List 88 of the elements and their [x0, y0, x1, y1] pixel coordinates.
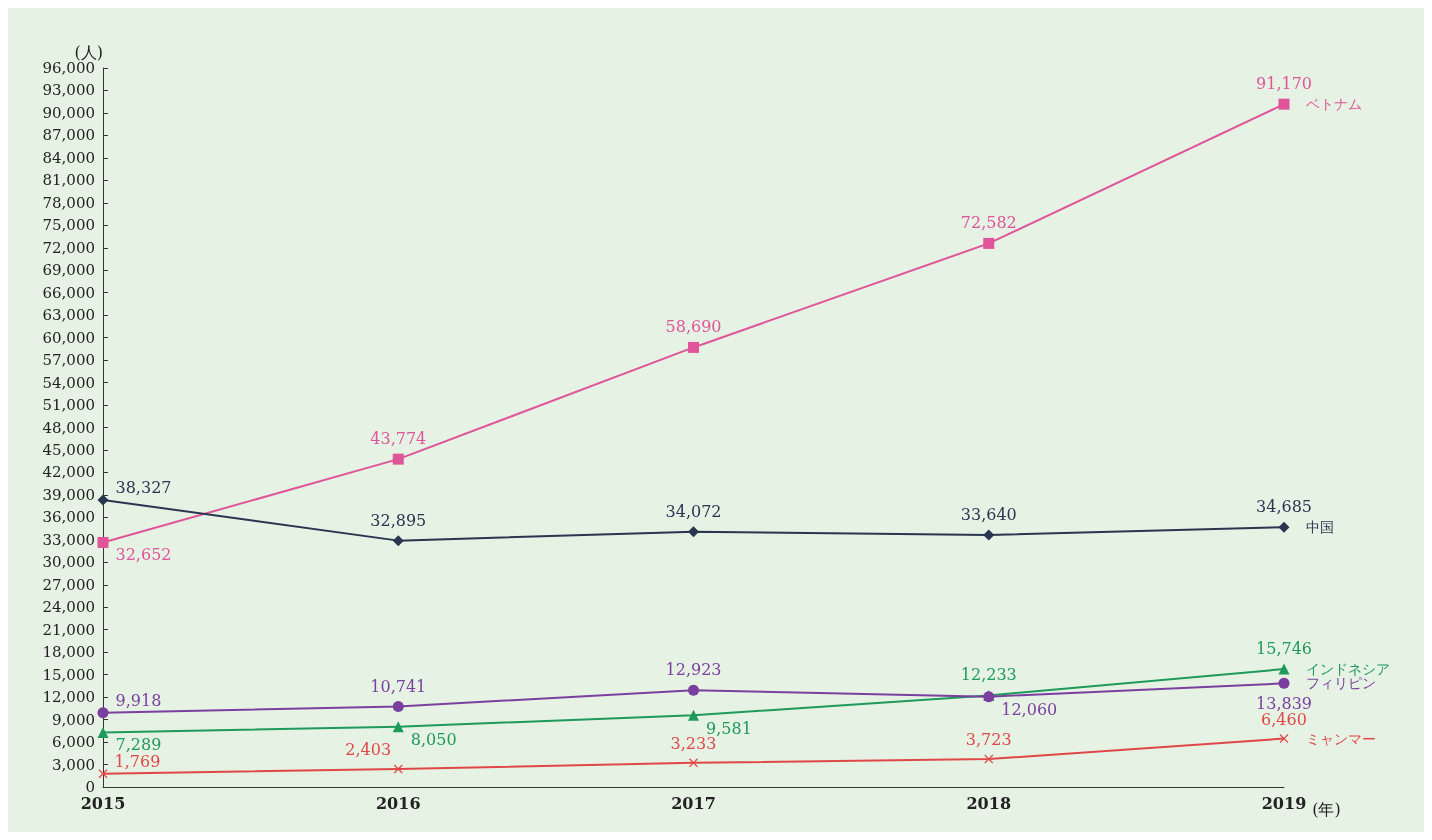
- y-tick-label: 78,000: [42, 193, 95, 212]
- data-label: 32,895: [370, 510, 427, 530]
- series-label: ベトナム: [1306, 96, 1362, 113]
- point: [393, 764, 403, 774]
- point: [97, 707, 109, 719]
- data-label: 12,923: [665, 660, 722, 680]
- y-tick-label: 42,000: [42, 463, 95, 482]
- y-tick-label: 12,000: [42, 688, 95, 707]
- y-tick-label: 18,000: [42, 643, 95, 662]
- data-label: 72,582: [960, 213, 1017, 233]
- y-tick-label: 60,000: [42, 328, 95, 347]
- point: [97, 536, 109, 548]
- series-label: 中国: [1306, 519, 1334, 536]
- y-tick-label: 36,000: [42, 508, 95, 527]
- y-tick-label: 48,000: [42, 418, 95, 437]
- point: [392, 721, 404, 733]
- y-tick-label: 84,000: [42, 148, 95, 167]
- data-label: 33,640: [960, 505, 1017, 525]
- point: [689, 758, 698, 768]
- data-label: 13,839: [1256, 694, 1312, 714]
- y-tick-label: 3,000: [52, 755, 95, 774]
- x-tick-label: 2015: [80, 793, 126, 813]
- y-tick-label: 69,000: [42, 261, 95, 280]
- series-label: ミャンマー: [1306, 730, 1376, 747]
- data-label: 7,289: [115, 734, 162, 754]
- y-tick-label: 81,000: [42, 171, 95, 190]
- y-tick-label: 21,000: [42, 620, 95, 639]
- point: [97, 494, 109, 506]
- point: [688, 526, 699, 538]
- data-label: 38,327: [115, 478, 172, 498]
- y-tick-label: 72,000: [42, 238, 95, 257]
- x-tick-label: 2016: [375, 793, 421, 813]
- y-tick-label: 39,000: [42, 485, 95, 504]
- point: [98, 769, 108, 779]
- x-tick-label: 2017: [671, 793, 716, 813]
- data-label: 8,050: [410, 730, 457, 750]
- y-tick-label: 57,000: [42, 351, 95, 370]
- y-tick-label: 15,000: [42, 665, 95, 684]
- point: [688, 684, 699, 696]
- point: [688, 709, 699, 721]
- y-tick-label: 9,000: [52, 710, 95, 729]
- y-tick-label: 27,000: [42, 575, 95, 594]
- y-tick-label: 33,000: [42, 530, 95, 549]
- series-label: インドネシア: [1306, 661, 1390, 678]
- y-tick-label: 93,000: [42, 81, 95, 100]
- y-tick-label: 63,000: [42, 306, 95, 325]
- point: [1278, 521, 1290, 533]
- data-label: 43,774: [370, 429, 427, 449]
- point: [392, 535, 404, 547]
- y-tick-label: 30,000: [42, 553, 95, 572]
- y-tick-label: 45,000: [42, 440, 95, 459]
- y-tick-label: 6,000: [52, 733, 95, 752]
- y-tick-label: 0: [85, 778, 95, 796]
- x-axis-title: (年): [1312, 799, 1341, 819]
- y-tick-label: 87,000: [42, 126, 95, 145]
- y-tick-label: 24,000: [42, 598, 95, 617]
- y-tick-label: 51,000: [42, 396, 95, 415]
- point: [1278, 98, 1290, 110]
- series-label: フィリピン: [1306, 675, 1376, 692]
- point: [97, 726, 109, 738]
- point: [392, 453, 404, 465]
- data-label: 2,403: [345, 740, 392, 759]
- point: [392, 701, 404, 713]
- point: [984, 754, 994, 764]
- data-label: 58,690: [665, 317, 722, 337]
- data-label: 34,685: [1256, 497, 1312, 517]
- y-tick-label: 54,000: [42, 373, 95, 392]
- y-tick-label: 90,000: [42, 103, 95, 122]
- point: [1278, 663, 1290, 675]
- data-label: 9,918: [115, 691, 162, 711]
- data-label: 3,723: [965, 730, 1012, 750]
- data-label: 12,060: [1001, 700, 1058, 720]
- point: [983, 529, 995, 541]
- data-label: 1,769: [114, 752, 161, 772]
- x-tick-label: 2019: [1261, 793, 1307, 813]
- data-label: 12,233: [960, 665, 1017, 685]
- point: [1279, 734, 1289, 744]
- data-label: 15,746: [1256, 639, 1312, 659]
- data-label: 91,170: [1256, 74, 1312, 94]
- point: [688, 341, 699, 353]
- y-tick-label: 66,000: [42, 283, 95, 302]
- data-label: 10,741: [370, 676, 427, 696]
- data-label: 32,652: [115, 544, 172, 564]
- x-tick-label: 2018: [966, 793, 1012, 813]
- point: [983, 237, 995, 249]
- point: [1278, 677, 1290, 689]
- data-label: 34,072: [665, 501, 722, 521]
- y-tick-label: 75,000: [42, 216, 95, 235]
